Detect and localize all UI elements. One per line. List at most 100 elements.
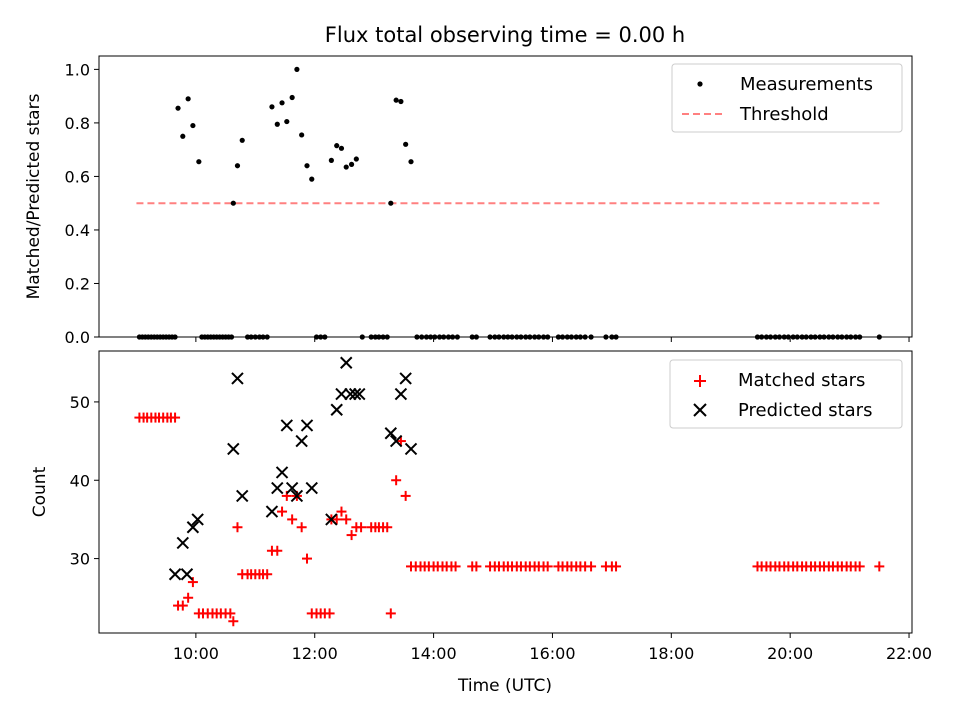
measurements-point xyxy=(328,157,334,163)
x-tick-label: 12:00 xyxy=(292,644,338,663)
matched-stars-point xyxy=(225,608,236,619)
predicted-stars-point xyxy=(271,481,284,495)
matched-stars-point xyxy=(324,608,335,619)
matched-stars-point xyxy=(296,522,307,533)
legend-predicted-marker xyxy=(693,403,707,417)
measurements-point xyxy=(334,143,340,149)
top-panel: 0.0 0.2 0.4 0.6 0.8 1.0 Matched/Predicted sta… xyxy=(24,55,913,347)
measurements-point xyxy=(348,161,355,167)
x-tick-label: 14:00 xyxy=(411,644,457,663)
bottom-x-ticks: 10:00 12:00 14:00 16:00 18:00 20:00 22:00 xyxy=(173,633,932,663)
legend-measurements-label: Measurements xyxy=(740,74,873,95)
matched-stars-point xyxy=(341,514,352,525)
measurements-point xyxy=(196,159,202,165)
matched-stars-point xyxy=(287,514,298,525)
measurements-point xyxy=(403,141,409,147)
bottom-axes-frame xyxy=(98,350,913,634)
matched-stars-point xyxy=(331,514,342,525)
matched-stars-point xyxy=(391,475,402,486)
legend-threshold-label: Threshold xyxy=(739,104,829,125)
measurements-point xyxy=(279,100,285,106)
matched-stars-point xyxy=(586,561,597,572)
bottom-panel: 30 40 50 10:00 12:00 14:00 16:00 18:00 20:00 22:… xyxy=(30,350,932,696)
measurements-point xyxy=(190,122,196,129)
matched-stars-point xyxy=(228,616,239,627)
matched-stars-point xyxy=(170,412,181,423)
predicted-stars-point xyxy=(340,356,353,369)
predicted-stars-point xyxy=(394,387,408,401)
top-y-tick-label: 0.2 xyxy=(65,274,90,293)
x-tick-label: 18:00 xyxy=(648,644,694,663)
matched-stars-point xyxy=(382,522,393,533)
bottom-plot-area xyxy=(134,356,885,627)
predicted-stars-point xyxy=(227,442,240,456)
bottom-y-tick-label: 40 xyxy=(70,471,90,490)
predicted-stars-point xyxy=(330,403,343,416)
measurements-point xyxy=(398,98,404,105)
predicted-stars-point xyxy=(389,434,403,448)
predicted-stars-point xyxy=(236,489,249,503)
measurements-point xyxy=(230,200,236,206)
matched-stars-point xyxy=(262,569,273,580)
matched-stars-point xyxy=(177,600,188,611)
matched-stars-point xyxy=(232,522,243,533)
legend-matched-marker xyxy=(694,375,706,387)
measurements-point xyxy=(393,97,399,103)
bottom-y-tick-label: 50 xyxy=(70,393,90,412)
measurements-point xyxy=(408,159,414,165)
measurements-point xyxy=(304,163,310,169)
predicted-stars-point xyxy=(191,513,204,526)
matched-stars-point xyxy=(542,561,553,572)
x-tick-label: 20:00 xyxy=(767,644,813,663)
matched-stars-point xyxy=(400,490,411,501)
predicted-stars-point xyxy=(280,419,294,432)
measurements-point xyxy=(309,176,315,182)
matched-stars-point xyxy=(874,561,885,572)
matched-stars-point xyxy=(385,608,396,619)
bottom-y-ticks: 30 40 50 xyxy=(70,393,99,569)
x-tick-label: 22:00 xyxy=(886,644,932,663)
top-y-axis-label: Matched/Predicted stars xyxy=(24,93,44,299)
measurements-point xyxy=(343,164,349,170)
predicted-stars-point xyxy=(186,521,200,534)
measurements-point xyxy=(274,121,280,127)
matched-stars-point xyxy=(356,522,367,533)
legend-matched-label: Matched stars xyxy=(738,370,865,391)
matched-stars-point xyxy=(450,561,461,572)
measurements-point xyxy=(338,145,345,151)
predicted-stars-point xyxy=(176,536,190,550)
predicted-stars-point xyxy=(295,434,308,448)
matched-stars-point xyxy=(471,561,482,572)
matched-stars-point xyxy=(611,561,622,572)
predicted-stars-point xyxy=(353,387,366,401)
predicted-stars-point xyxy=(275,466,289,479)
predicted-stars-point xyxy=(168,568,182,581)
matched-stars-point xyxy=(183,592,194,603)
predicted-stars-point xyxy=(265,505,279,518)
measurements-point xyxy=(269,104,275,110)
x-tick-label: 10:00 xyxy=(173,644,219,663)
measurements-point xyxy=(353,156,359,162)
predicted-stars-point xyxy=(231,372,244,385)
measurements-point xyxy=(175,105,181,111)
bottom-legend: Matched stars Predicted stars xyxy=(669,359,903,429)
predicted-stars-point xyxy=(404,442,418,456)
predicted-stars-point xyxy=(384,427,398,440)
top-y-tick-label: 0.8 xyxy=(65,114,90,133)
predicted-stars-point xyxy=(344,387,357,401)
matched-stars-point xyxy=(272,545,283,556)
matched-stars-point xyxy=(187,577,198,588)
measurements-point xyxy=(234,163,241,169)
predicted-stars-point xyxy=(290,489,304,503)
measurements-point xyxy=(284,118,290,125)
predicted-stars-point xyxy=(285,481,299,495)
predicted-stars-point xyxy=(305,481,318,495)
x-axis-label: Time (UTC) xyxy=(457,676,552,696)
top-legend: Measurements Threshold xyxy=(671,63,903,133)
measurements-point xyxy=(180,133,186,139)
predicted-stars-point xyxy=(335,387,348,401)
matched-stars-point xyxy=(302,553,313,564)
predicted-stars-point xyxy=(180,568,194,581)
predicted-stars-point xyxy=(399,372,412,385)
